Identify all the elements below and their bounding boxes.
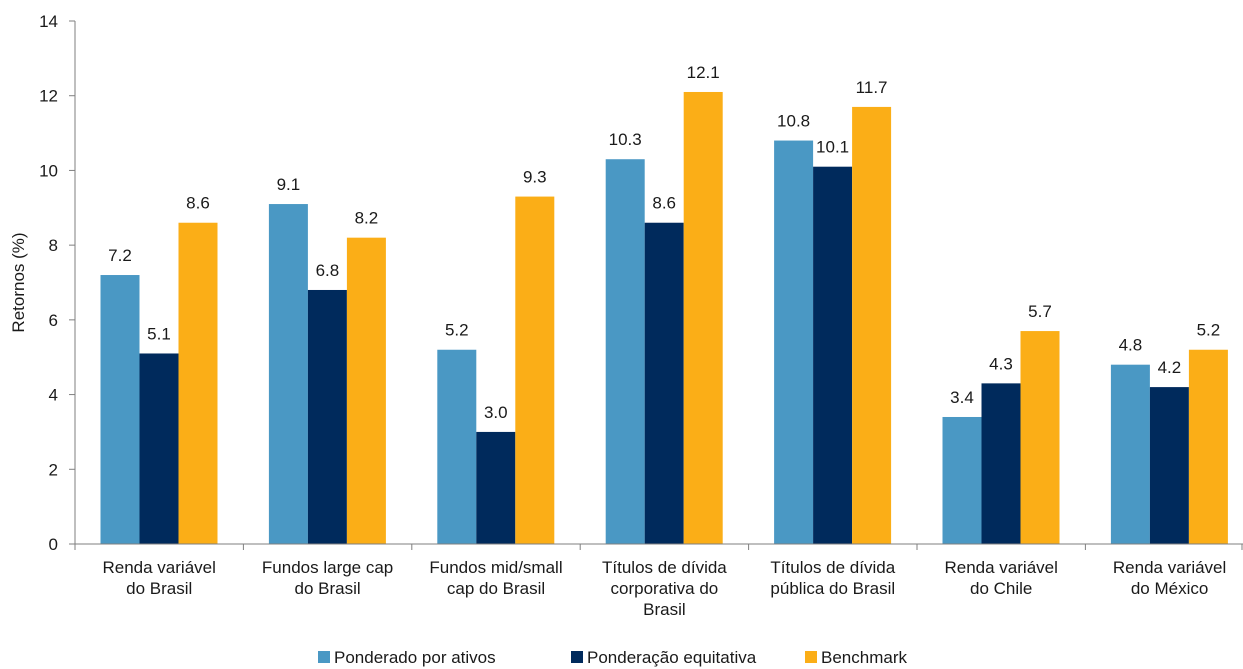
legend-swatch — [571, 651, 583, 663]
y-tick-label: 10 — [39, 161, 58, 180]
data-label: 11.7 — [856, 78, 888, 97]
bar — [852, 106, 892, 545]
x-category-label-line: do Brasil — [295, 579, 361, 598]
data-label: 5.2 — [1197, 321, 1221, 340]
bar — [813, 166, 853, 544]
data-label: 10.3 — [609, 130, 642, 149]
x-category-label-line: Títulos de dívida — [602, 558, 727, 577]
x-category-label: Fundos mid/small cap do Brasil — [429, 558, 562, 598]
x-category-label-line: do Chile — [970, 579, 1032, 598]
data-label: 7.2 — [108, 246, 132, 265]
y-tick-label: 6 — [49, 311, 58, 330]
x-category-label-line: corporativa do — [611, 579, 719, 598]
bar — [515, 196, 555, 545]
x-category-label-line: Renda variável — [944, 558, 1057, 577]
legend-swatch — [805, 651, 817, 663]
bar — [644, 222, 684, 544]
bar — [437, 349, 477, 544]
x-axis: Renda variável do Brasil Fundos large cap d… — [74, 543, 1243, 619]
data-label: 4.2 — [1158, 358, 1182, 377]
x-category-label: Títulos de dívida corporativa do Brasil — [602, 558, 727, 619]
data-label: 12.1 — [687, 63, 720, 82]
x-category-label-line: do México — [1131, 579, 1208, 598]
x-category-label-line: do Brasil — [126, 579, 192, 598]
y-axis-title: Retornos (%) — [9, 232, 28, 332]
x-category-label-line: cap do Brasil — [447, 579, 545, 598]
bar — [1110, 364, 1150, 544]
bar — [139, 353, 179, 544]
y-axis: 0 2 4 6 8 10 12 14 Retornos (%) — [9, 12, 76, 554]
x-category-label-line: Títulos de dívida — [770, 558, 895, 577]
bar — [981, 383, 1021, 544]
x-category-label-line: Renda variável — [1113, 558, 1226, 577]
data-label: 9.1 — [277, 175, 301, 194]
y-tick-label: 4 — [49, 386, 58, 405]
bar — [268, 204, 308, 545]
data-label: 3.0 — [484, 403, 508, 422]
y-tick-label: 12 — [39, 87, 58, 106]
data-label: 9.3 — [523, 168, 547, 187]
data-label: 8.6 — [186, 194, 210, 213]
legend: Ponderado por ativos Ponderação equitativ… — [318, 648, 907, 667]
data-label: 4.8 — [1119, 336, 1143, 355]
x-category-label: Renda variável do Chile — [944, 558, 1057, 598]
bar — [100, 275, 140, 544]
legend-swatch — [318, 651, 330, 663]
bar — [774, 140, 814, 545]
x-category-label-line: Renda variável — [102, 558, 215, 577]
bar — [942, 416, 982, 544]
data-label: 5.2 — [445, 321, 469, 340]
y-tick-label: 0 — [49, 535, 58, 554]
data-label: 3.4 — [950, 388, 974, 407]
data-label: 5.1 — [147, 324, 171, 343]
data-label: 5.7 — [1028, 302, 1052, 321]
bar — [178, 222, 218, 544]
y-tick-label: 2 — [49, 460, 58, 479]
data-label: 10.1 — [816, 138, 849, 157]
x-category-label: Renda variável do Brasil — [102, 558, 215, 598]
bar — [1188, 349, 1228, 544]
bar — [1020, 331, 1060, 544]
bars — [100, 91, 1228, 545]
data-label: 6.8 — [316, 261, 340, 280]
data-label: 8.2 — [355, 209, 379, 228]
bar — [683, 91, 723, 544]
x-category-label-line: Brasil — [643, 600, 686, 619]
legend-label: Ponderação equitativa — [587, 648, 757, 667]
x-category-label: Títulos de dívida pública do Brasil — [770, 558, 895, 598]
data-labels: 7.2 5.1 8.6 9.1 6.8 8.2 5.2 3.0 9.3 10.3 8.6 12.1 10… — [108, 63, 1220, 422]
data-label: 8.6 — [652, 194, 676, 213]
bar — [605, 159, 645, 544]
x-category-label: Fundos large cap do Brasil — [262, 558, 393, 598]
bar — [476, 431, 516, 544]
x-category-label: Renda variável do México — [1113, 558, 1226, 598]
y-tick-label: 14 — [39, 12, 58, 31]
legend-label: Benchmark — [821, 648, 907, 667]
bar — [1149, 387, 1189, 544]
data-label: 10.8 — [777, 112, 810, 131]
x-category-label-line: Fundos large cap — [262, 558, 393, 577]
x-category-label-line: pública do Brasil — [770, 579, 895, 598]
bar — [346, 237, 386, 544]
y-tick-label: 8 — [49, 236, 58, 255]
bar — [307, 289, 347, 544]
x-category-label-line: Fundos mid/small — [429, 558, 562, 577]
data-label: 4.3 — [989, 354, 1013, 373]
legend-label: Ponderado por ativos — [334, 648, 496, 667]
